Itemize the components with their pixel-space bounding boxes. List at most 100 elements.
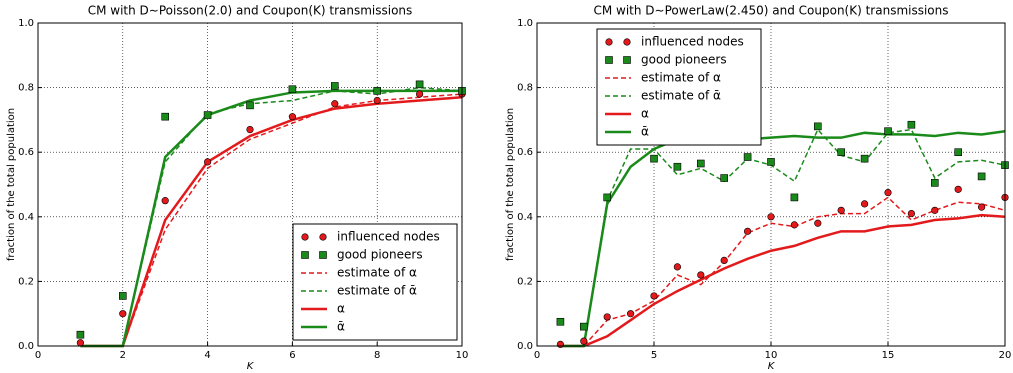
legend-label: ᾱ [337,320,345,334]
legend-label: α [337,302,345,316]
marker [954,185,962,193]
marker [650,292,658,300]
y-tick-label: 0.4 [517,212,533,223]
x-tick-label: 5 [651,350,657,361]
marker [556,317,565,326]
series-line [80,89,462,348]
marker [907,120,916,129]
marker [204,158,212,166]
x-tick-label: 0 [35,350,41,361]
legend-label: good pioneers [641,53,727,67]
x-tick-label: 4 [204,350,210,361]
x-axis-label: K [768,361,776,372]
legend-label: estimate of α [641,71,721,85]
legend-label: estimate of α [337,266,417,280]
legend-label: influenced nodes [641,35,744,49]
legend-label: estimate of ᾱ [641,89,721,103]
marker [907,209,916,218]
marker [579,322,588,331]
x-tick-label: 20 [999,350,1012,361]
y-tick-label: 0.8 [18,83,34,94]
x-tick-label: 6 [289,350,295,361]
legend-label: good pioneers [337,248,423,262]
marker [930,179,939,187]
marker [119,310,127,318]
marker [860,200,869,208]
x-tick-label: 2 [120,350,126,361]
series-line [560,128,1006,347]
marker [860,154,869,163]
marker [603,193,612,202]
x-tick-label: 15 [882,350,895,361]
marker [580,337,588,345]
marker [837,206,845,214]
y-tick-label: 0.2 [517,276,533,287]
marker [767,158,775,166]
marker [623,56,631,64]
legend-box [292,223,458,341]
marker [301,251,309,259]
marker [743,227,752,235]
marker [288,113,297,121]
marker [603,313,611,321]
legend: influenced nodes good pioneers estimate of… [292,223,458,341]
marker [720,256,728,265]
legend-label: influenced nodes [337,230,440,244]
plot-area [556,120,1009,348]
marker [161,112,169,121]
marker [931,206,939,214]
series-line [560,196,1006,347]
legend-label: α [641,107,649,121]
marker [415,80,424,89]
marker [246,101,254,110]
marker [790,221,799,229]
marker [837,148,846,156]
y-tick-label: 0.0 [18,341,34,352]
y-tick-label: 0.4 [18,212,34,223]
series-line [560,129,1006,348]
plot-area [76,80,466,348]
marker [884,127,892,136]
subplot: CM with D∼Poisson(2.0) and Coupon(K) tra… [6,4,468,373]
marker [954,148,963,156]
marker [743,153,752,161]
series-line [560,213,1006,348]
marker [319,233,327,241]
marker [161,197,169,205]
x-tick-label: 10 [456,350,469,361]
marker [119,292,127,300]
marker [790,193,799,202]
marker [319,251,327,259]
marker [814,219,822,227]
subplot: CM with D∼PowerLaw(2.450) and Coupon(K) … [505,4,1011,373]
legend-box [596,28,762,146]
marker [626,310,635,318]
y-tick-label: 0.6 [517,147,533,158]
legend: influenced nodes good pioneers estimate of… [596,28,762,146]
marker [673,162,682,171]
y-tick-label: 0.2 [18,276,34,287]
marker [623,38,631,46]
marker [605,38,613,46]
marker [373,96,381,105]
marker [673,263,682,271]
series-line [80,96,463,348]
marker [301,233,309,241]
plot-frame [37,22,463,347]
marker [246,125,254,134]
x-tick-label: 8 [374,350,380,361]
legend-label: estimate of ᾱ [337,284,417,298]
marker [977,172,986,181]
chart-title: CM with D∼PowerLaw(2.450) and Coupon(K) … [593,4,948,18]
y-axis-label: fraction of the total population [6,108,17,261]
y-tick-label: 0.0 [517,341,533,352]
marker [884,188,892,197]
marker [416,90,424,98]
marker [76,339,84,347]
marker [605,56,613,64]
marker [697,271,705,279]
legend-label: ᾱ [641,125,649,139]
marker [330,82,339,90]
plot-frame [536,22,1006,347]
